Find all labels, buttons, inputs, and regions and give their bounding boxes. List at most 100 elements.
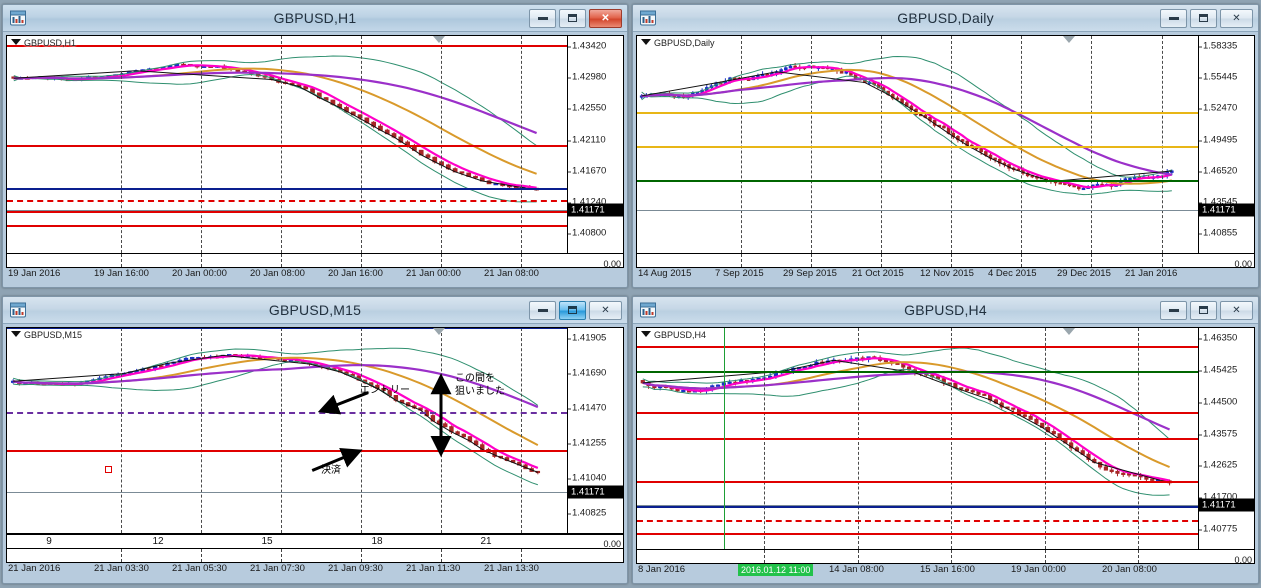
window-controls-h4[interactable]: ✕ bbox=[1160, 300, 1258, 320]
horizontal-level-line[interactable] bbox=[7, 449, 567, 452]
time-tick-mark bbox=[1138, 550, 1139, 563]
price-tick-label: 1.43420 bbox=[567, 40, 607, 52]
price-axis-h1[interactable]: 1.43420 1.42980 1.42550 1.42110 1.41670 1.412… bbox=[567, 36, 623, 253]
chart-area-m15[interactable]: GBPUSD,M15 1.41905 1.41690 1.41470 1.41255 1.… bbox=[3, 324, 627, 581]
target-range-annotation: この間を 狙いました bbox=[455, 373, 505, 397]
chart-window-h4[interactable]: GBPUSD,H4 ✕ GBPUSD,H4 1.46350 1.45425 1.445… bbox=[632, 296, 1259, 584]
grid-line bbox=[881, 36, 882, 253]
window-controls-daily[interactable]: ✕ bbox=[1160, 8, 1258, 28]
legend-dropdown-icon[interactable] bbox=[641, 331, 651, 337]
price-tick-label: 1.41905 bbox=[567, 332, 607, 344]
plot-h1[interactable]: GBPUSD,H1 1.43420 1.42980 1.42550 1.42110 1.4… bbox=[6, 35, 624, 254]
time-tick-label: 21 Jan 05:30 bbox=[172, 563, 227, 574]
time-axis-strip-h4[interactable] bbox=[636, 550, 1255, 564]
time-tick-mark bbox=[1021, 254, 1022, 267]
minimize-button-m15[interactable] bbox=[529, 300, 556, 320]
chart-object-marker-icon[interactable] bbox=[1063, 328, 1075, 335]
price-tick-label: 1.44500 bbox=[1198, 396, 1238, 408]
horizontal-level-line[interactable] bbox=[637, 532, 1198, 535]
chart-window-icon bbox=[639, 9, 657, 27]
chart-object-marker-icon[interactable] bbox=[433, 328, 445, 335]
price-axis-daily[interactable]: 1.58335 1.55445 1.52470 1.49495 1.46520 1.435… bbox=[1198, 36, 1254, 253]
close-button-h4[interactable]: ✕ bbox=[1220, 300, 1253, 320]
legend-label: GBPUSD,H4 bbox=[654, 330, 707, 340]
horizontal-level-line[interactable] bbox=[7, 210, 567, 213]
horizontal-level-line[interactable] bbox=[7, 412, 567, 415]
legend-dropdown-icon[interactable] bbox=[11, 39, 21, 45]
chart-legend-h4: GBPUSD,H4 bbox=[641, 330, 706, 340]
price-tick-label: 1.40775 bbox=[1198, 523, 1238, 535]
legend-dropdown-icon[interactable] bbox=[11, 331, 21, 337]
horizontal-level-line[interactable] bbox=[637, 519, 1198, 522]
price-tick-label: 1.41690 bbox=[567, 367, 607, 379]
price-tick-label: 1.42550 bbox=[567, 102, 607, 114]
minimize-button-h1[interactable] bbox=[529, 8, 556, 28]
titlebar-daily[interactable]: GBPUSD,Daily ✕ bbox=[633, 5, 1258, 32]
chart-area-h4[interactable]: GBPUSD,H4 1.46350 1.45425 1.44500 1.43575 1.4… bbox=[633, 324, 1258, 582]
horizontal-level-line[interactable] bbox=[7, 224, 567, 227]
chart-area-daily[interactable]: GBPUSD,Daily 1.58335 1.55445 1.52470 1.49495… bbox=[633, 32, 1258, 286]
horizontal-level-line[interactable] bbox=[637, 438, 1198, 441]
horizontal-level-line[interactable] bbox=[637, 370, 1198, 373]
window-controls-m15[interactable]: ✕ bbox=[529, 300, 627, 320]
titlebar-m15[interactable]: GBPUSD,M15 ✕ bbox=[3, 297, 627, 324]
plot-daily[interactable]: GBPUSD,Daily 1.58335 1.55445 1.52470 1.49495… bbox=[636, 35, 1255, 254]
horizontal-level-line[interactable] bbox=[7, 187, 567, 190]
time-tick-mark bbox=[811, 254, 812, 267]
time-axis-strip-m15[interactable] bbox=[6, 549, 624, 563]
maximize-button-h4[interactable] bbox=[1190, 300, 1217, 320]
chart-window-icon bbox=[9, 9, 27, 27]
close-button-m15[interactable]: ✕ bbox=[589, 300, 622, 320]
horizontal-level-line[interactable] bbox=[7, 44, 567, 47]
plot-m15[interactable]: GBPUSD,M15 1.41905 1.41690 1.41470 1.41255 1.… bbox=[6, 327, 624, 534]
minimize-button-daily[interactable] bbox=[1160, 8, 1187, 28]
time-tick-label: 12 Nov 2015 bbox=[920, 268, 974, 279]
current-price-line bbox=[7, 209, 567, 211]
price-tick-label: 1.42110 bbox=[568, 134, 606, 146]
close-button-daily[interactable]: ✕ bbox=[1220, 8, 1253, 28]
horizontal-level-line[interactable] bbox=[637, 345, 1198, 348]
maximize-button-m15[interactable] bbox=[559, 300, 586, 320]
chart-window-daily[interactable]: GBPUSD,Daily ✕ GBPUSD,Daily 1.58335 1.5544… bbox=[632, 4, 1259, 288]
window-controls-h1[interactable]: ✕ bbox=[529, 8, 627, 28]
titlebar-h1[interactable]: GBPUSD,H1 ✕ bbox=[3, 5, 627, 32]
current-price-line bbox=[637, 209, 1198, 211]
chart-object-marker-icon[interactable] bbox=[1063, 36, 1075, 43]
time-tick-mark bbox=[201, 254, 202, 267]
horizontal-level-line[interactable] bbox=[637, 480, 1198, 483]
titlebar-h4[interactable]: GBPUSD,H4 ✕ bbox=[633, 297, 1258, 324]
time-tick-mark bbox=[361, 549, 362, 562]
chart-window-h1[interactable]: GBPUSD,H1 ✕ GBPUSD,H1 1.43420 1.42980 1.425… bbox=[2, 4, 628, 288]
time-tick-label: 15 Jan 16:00 bbox=[920, 564, 975, 575]
plot-h4[interactable]: GBPUSD,H4 1.46350 1.45425 1.44500 1.43575 1.4… bbox=[636, 327, 1255, 550]
horizontal-level-line[interactable] bbox=[637, 506, 1198, 509]
minimize-button-h4[interactable] bbox=[1160, 300, 1187, 320]
chart-window-m15[interactable]: GBPUSD,M15 ✕ GBPUSD,M15 1.41905 1.41690 1.4… bbox=[2, 296, 628, 584]
chart-area-h1[interactable]: GBPUSD,H1 1.43420 1.42980 1.42550 1.42110 1.4… bbox=[3, 32, 627, 286]
time-tick-label: 19 Jan 00:00 bbox=[1011, 564, 1066, 575]
price-tick-label: 1.52470 bbox=[1198, 102, 1238, 114]
horizontal-level-line[interactable] bbox=[637, 145, 1198, 148]
horizontal-level-line[interactable] bbox=[7, 200, 567, 203]
time-marker-line[interactable] bbox=[724, 328, 725, 549]
horizontal-level-line[interactable] bbox=[7, 328, 567, 329]
time-axis-strip-daily[interactable] bbox=[636, 254, 1255, 268]
horizontal-level-line[interactable] bbox=[7, 144, 567, 147]
chart-object-marker-icon[interactable] bbox=[433, 36, 445, 43]
hour-scale-strip[interactable]: 9 12 15 18 21 bbox=[6, 534, 624, 549]
price-axis-h4[interactable]: 1.46350 1.45425 1.44500 1.43575 1.42625 1.417… bbox=[1198, 328, 1254, 549]
time-axis-strip-h1[interactable] bbox=[6, 254, 624, 268]
time-tick-label: 21 Jan 2016 bbox=[8, 563, 61, 574]
position-handle[interactable] bbox=[105, 466, 112, 473]
time-tick-mark bbox=[201, 549, 202, 562]
maximize-button-daily[interactable] bbox=[1190, 8, 1217, 28]
legend-dropdown-icon[interactable] bbox=[641, 39, 651, 45]
horizontal-level-line[interactable] bbox=[637, 179, 1198, 182]
horizontal-level-line[interactable] bbox=[637, 111, 1198, 114]
time-tick-mark bbox=[1091, 254, 1092, 267]
horizontal-level-line[interactable] bbox=[637, 411, 1198, 414]
maximize-button-h1[interactable] bbox=[559, 8, 586, 28]
time-tick-mark bbox=[521, 254, 522, 267]
close-button-h1[interactable]: ✕ bbox=[589, 8, 622, 28]
price-axis-m15[interactable]: 1.41905 1.41690 1.41470 1.41255 1.41040 1.408… bbox=[567, 328, 623, 533]
